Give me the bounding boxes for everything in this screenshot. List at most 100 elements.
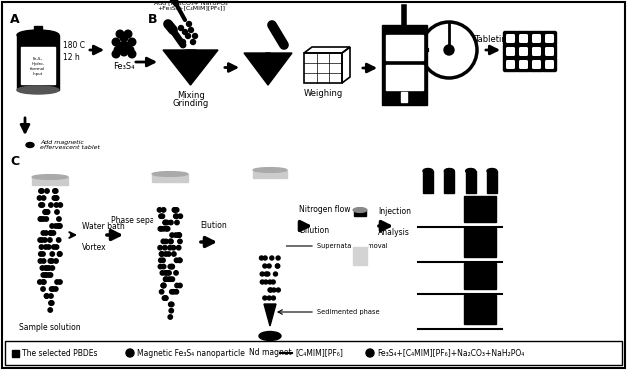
Circle shape — [44, 245, 48, 249]
Bar — [464, 295, 496, 324]
Circle shape — [268, 288, 272, 292]
Bar — [354, 210, 366, 216]
Ellipse shape — [466, 168, 476, 174]
Circle shape — [43, 210, 48, 214]
Circle shape — [39, 217, 43, 221]
Circle shape — [120, 34, 128, 42]
Circle shape — [39, 189, 43, 193]
Circle shape — [164, 296, 168, 300]
Polygon shape — [154, 182, 186, 322]
Circle shape — [267, 264, 271, 268]
Circle shape — [158, 265, 162, 269]
Circle shape — [48, 259, 53, 263]
Circle shape — [167, 252, 171, 256]
Circle shape — [159, 290, 164, 294]
Text: Supernatant removal: Supernatant removal — [317, 243, 387, 249]
Bar — [432, 271, 441, 281]
Circle shape — [175, 283, 179, 288]
Polygon shape — [266, 53, 292, 85]
Circle shape — [167, 246, 172, 250]
Circle shape — [167, 271, 171, 275]
Circle shape — [51, 287, 55, 291]
Polygon shape — [264, 304, 276, 326]
Ellipse shape — [32, 175, 68, 179]
Ellipse shape — [487, 168, 497, 174]
Bar — [12, 350, 19, 357]
Circle shape — [38, 217, 43, 221]
Circle shape — [366, 349, 374, 357]
Circle shape — [161, 226, 166, 231]
Circle shape — [116, 30, 124, 38]
Circle shape — [260, 272, 264, 276]
Circle shape — [53, 189, 57, 193]
Text: Elution: Elution — [200, 221, 227, 230]
Circle shape — [128, 50, 136, 58]
FancyBboxPatch shape — [545, 48, 553, 55]
Circle shape — [164, 271, 168, 275]
Circle shape — [53, 287, 58, 291]
Circle shape — [266, 272, 270, 276]
Circle shape — [39, 252, 43, 256]
Circle shape — [41, 273, 46, 277]
Circle shape — [40, 266, 45, 270]
Ellipse shape — [17, 30, 59, 40]
Circle shape — [38, 238, 43, 242]
Circle shape — [45, 210, 50, 214]
Circle shape — [54, 224, 58, 228]
Ellipse shape — [26, 142, 34, 148]
Ellipse shape — [152, 172, 188, 176]
Circle shape — [160, 271, 164, 275]
Circle shape — [174, 233, 178, 237]
Text: The selected PBDEs: The selected PBDEs — [22, 349, 98, 357]
Circle shape — [276, 256, 280, 260]
Circle shape — [45, 210, 49, 214]
FancyBboxPatch shape — [507, 48, 514, 55]
Circle shape — [160, 252, 164, 256]
Circle shape — [41, 252, 45, 256]
FancyBboxPatch shape — [529, 44, 544, 58]
FancyBboxPatch shape — [507, 61, 514, 68]
Circle shape — [177, 233, 181, 237]
Ellipse shape — [423, 168, 433, 174]
Text: Weighing: Weighing — [303, 89, 342, 98]
Circle shape — [112, 50, 120, 58]
Circle shape — [169, 302, 174, 307]
Circle shape — [48, 238, 52, 242]
Circle shape — [271, 280, 275, 284]
Text: Mixing: Mixing — [177, 91, 205, 100]
Circle shape — [58, 280, 62, 284]
Circle shape — [164, 226, 169, 231]
Circle shape — [49, 203, 53, 207]
FancyBboxPatch shape — [418, 258, 502, 294]
Circle shape — [159, 226, 164, 231]
Circle shape — [170, 265, 174, 269]
Circle shape — [263, 264, 267, 268]
Circle shape — [264, 272, 268, 276]
Circle shape — [164, 296, 168, 300]
Circle shape — [175, 220, 179, 225]
Circle shape — [271, 296, 275, 300]
Circle shape — [48, 308, 53, 312]
Circle shape — [179, 26, 184, 30]
Bar — [386, 35, 423, 60]
Circle shape — [39, 203, 43, 207]
Circle shape — [260, 280, 265, 284]
Circle shape — [41, 217, 46, 221]
FancyBboxPatch shape — [517, 44, 530, 58]
Bar — [401, 92, 407, 102]
Bar — [444, 271, 453, 281]
Bar — [304, 53, 342, 83]
Circle shape — [122, 42, 130, 50]
Circle shape — [168, 277, 172, 282]
Circle shape — [277, 288, 280, 292]
Circle shape — [112, 38, 120, 46]
Circle shape — [165, 220, 169, 225]
FancyBboxPatch shape — [533, 61, 540, 68]
Text: Magnetic Fe₃S₄ nanoparticle: Magnetic Fe₃S₄ nanoparticle — [137, 349, 245, 357]
Text: Analysis: Analysis — [378, 228, 410, 237]
Circle shape — [119, 42, 126, 50]
Circle shape — [40, 245, 44, 249]
Circle shape — [161, 283, 166, 288]
Bar — [464, 196, 496, 222]
Circle shape — [176, 233, 181, 237]
